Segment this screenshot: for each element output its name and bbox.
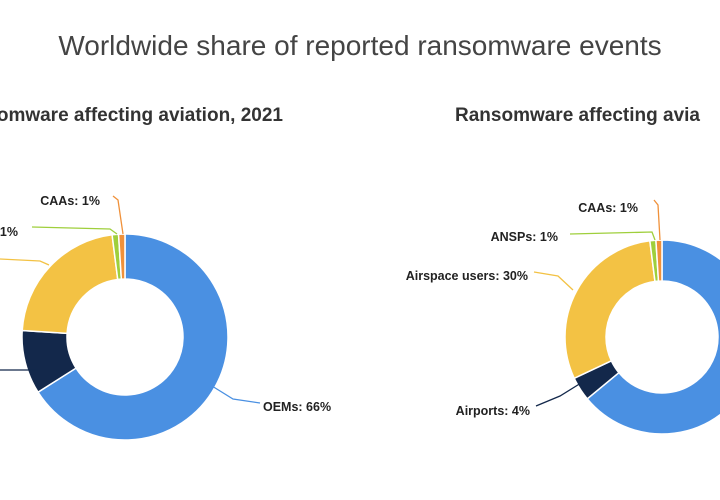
leader-line [112, 195, 124, 235]
leader-line [653, 199, 661, 241]
leader-line [535, 382, 582, 407]
leader-line [31, 226, 118, 235]
data-label: 1% [0, 225, 18, 239]
data-label: CAAs: 1% [578, 201, 638, 215]
slice-airspace-users [564, 239, 656, 380]
data-label: Airspace users: 30% [406, 269, 528, 283]
leader-line [0, 258, 50, 266]
slice-caas [655, 239, 663, 282]
slice-oems [586, 239, 720, 435]
chart-title-2021: Ransomware affecting aviation, 2021 [0, 105, 283, 126]
data-label: OEMs: 66% [263, 400, 331, 414]
chart-title-second: Ransomware affecting avia [455, 105, 700, 126]
leader-line [569, 231, 656, 241]
slice-oems [36, 233, 229, 441]
slice-airspace-users [21, 233, 119, 335]
data-label: ANSPs: 1% [491, 230, 558, 244]
slice-caas [117, 233, 126, 280]
data-label: Airports: 4% [456, 404, 530, 418]
leader-line [533, 271, 574, 291]
leader-line [211, 385, 261, 404]
page-title: Worldwide share of reported ransomware e… [58, 30, 662, 61]
data-label: CAAs: 1% [40, 194, 100, 208]
